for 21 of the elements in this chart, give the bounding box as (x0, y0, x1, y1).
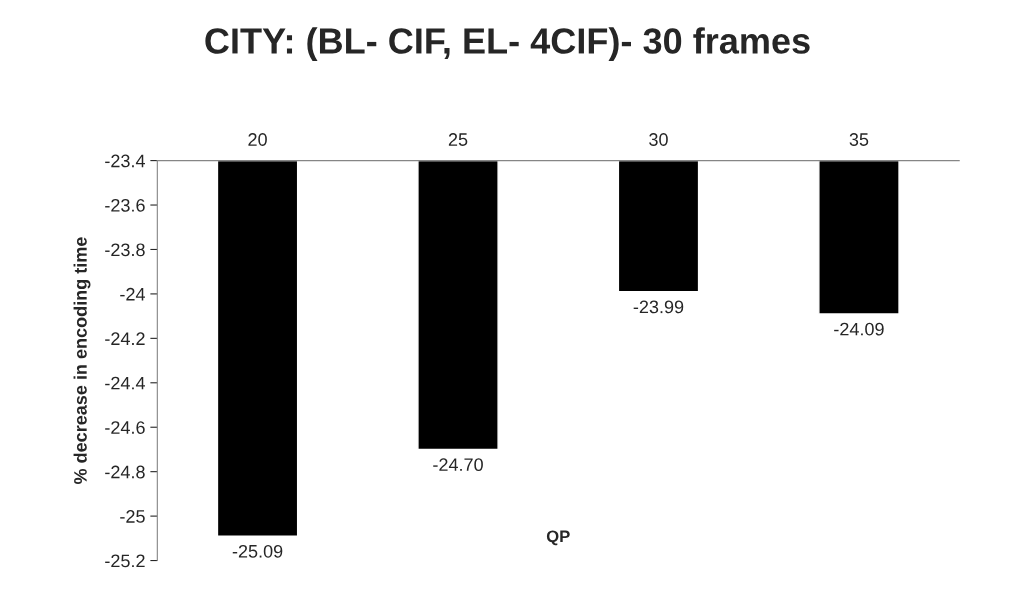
chart-title: CITY: (BL- CIF, EL- 4CIF)- 30 frames (205, 27, 810, 61)
y-tick-label: -24 (120, 287, 145, 301)
x-tick-label: 20 (248, 133, 267, 146)
data-label: -25.09 (232, 544, 283, 558)
x-tick-label: 25 (448, 133, 468, 146)
x-axis-title: QP (546, 530, 570, 546)
y-tick-label: -25.2 (105, 554, 145, 568)
data-label: -23.99 (633, 300, 684, 314)
y-tick-label: -24.4 (105, 376, 145, 390)
x-tick-label: 30 (649, 133, 668, 146)
y-tick-label: -23.4 (105, 154, 145, 168)
data-label: -24.70 (433, 458, 483, 472)
y-tick-label: -24.8 (105, 465, 145, 479)
y-tick-label: -23.8 (105, 243, 145, 257)
y-tick-label: -24.2 (105, 332, 145, 345)
data-label: -24.09 (834, 322, 884, 336)
y-tick-label: -24.6 (105, 421, 145, 434)
y-tick-label: -25 (120, 510, 145, 523)
x-tick-label: 35 (849, 133, 869, 146)
y-axis-title: % decrease in encoding time (73, 237, 91, 485)
y-tick-label: -23.6 (105, 198, 145, 212)
